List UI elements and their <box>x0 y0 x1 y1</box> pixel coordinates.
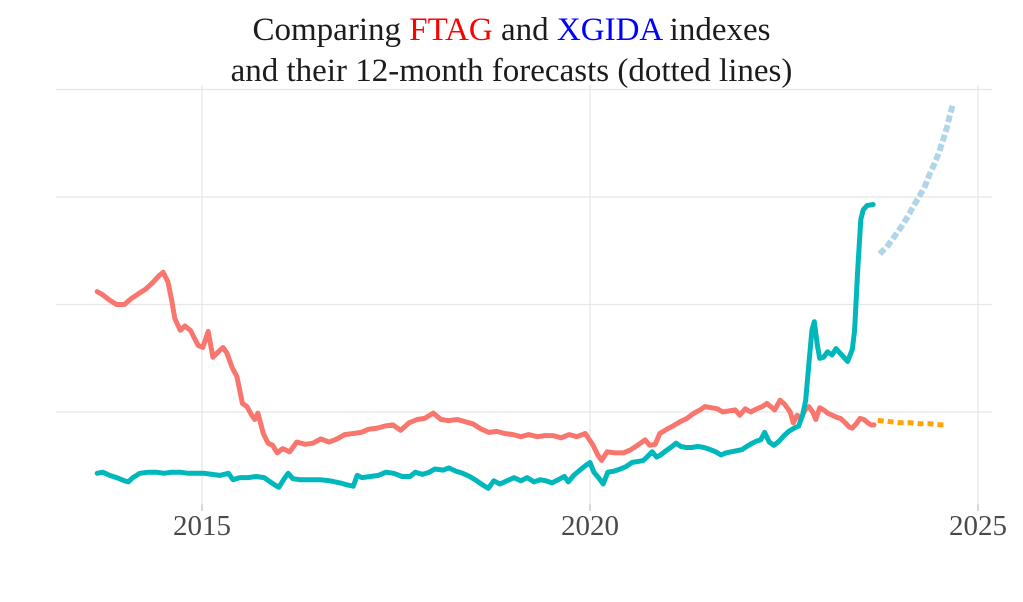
title-xgida-label: XGIDA <box>556 12 662 48</box>
series-xgida-12-month-forecast <box>877 99 957 257</box>
title-ftag-label: FTAG <box>409 12 493 48</box>
title-text-3: indexes <box>661 12 771 48</box>
series-ftag-12-month-forecast <box>877 417 951 428</box>
series-xgida <box>94 202 876 491</box>
title-text-2: and <box>492 12 557 48</box>
title-line-1: Comparing FTAG and XGIDA indexes <box>0 10 1023 51</box>
x-tick-label-2020: 2020 <box>561 510 619 542</box>
title-text-1: Comparing <box>252 12 410 48</box>
series-ftag <box>94 269 877 463</box>
x-tick-label-2025: 2025 <box>949 510 1007 542</box>
chart-title: Comparing FTAG and XGIDA indexes and the… <box>0 10 1023 92</box>
title-line-2: and their 12-month forecasts (dotted lin… <box>230 53 793 89</box>
x-tick-label-2015: 2015 <box>173 510 231 542</box>
